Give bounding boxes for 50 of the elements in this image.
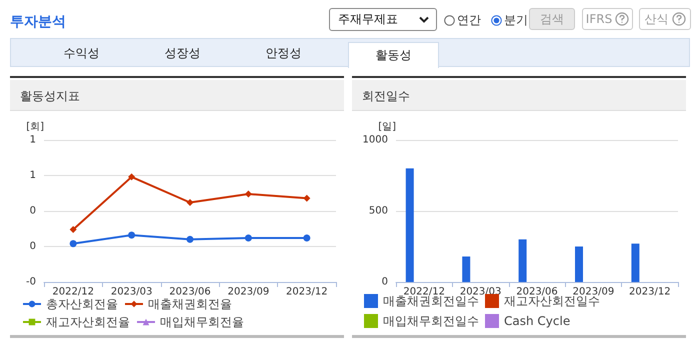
legend-label: 매입채무회전율 [160,315,244,329]
point [70,240,77,248]
x-tick-label: 2023/03 [110,286,152,298]
legend-label: 재고자산회전율 [46,315,130,329]
text: IFRS [586,12,612,26]
y-axis-title: [일] [378,122,396,132]
legend-label: 총자산회전율 [46,297,118,311]
bar [462,256,470,282]
text: 검색 [529,8,575,30]
text: 성장성 [164,44,202,62]
text: 산식 [644,10,668,28]
y-tick-label: 500 [368,206,388,216]
point [186,236,194,243]
x-tick-label: 2023/09 [228,286,270,298]
text: 수익성 [62,44,100,62]
chart-title: 활동성지표 [20,88,80,105]
y-tick-label: 1000 [362,134,388,146]
y-tick-label: 0 [382,276,388,288]
point [244,234,252,242]
y-axis-title: [회] [26,122,44,132]
text: 활동성 [348,42,439,68]
bar [406,168,414,282]
x-tick-label: 2023/06 [169,286,211,298]
bar [631,244,640,282]
x-tick-label: 2023/12 [286,286,328,298]
chart-title: 회전일수 [362,88,410,105]
y-tick-label: -0 [26,276,36,288]
point [128,173,136,180]
x-tick-label: 2022/12 [52,286,94,298]
x-tick-label: 2023/12 [629,286,671,298]
point [70,226,77,233]
text: 투자분석 [10,13,66,31]
point [244,190,252,198]
bar [575,246,583,282]
legend-label: 매입채무회전일수 [383,314,479,328]
text: 주재무제표 [338,11,398,28]
point [186,198,194,206]
legend-label: Cash Cycle [504,314,570,328]
point [128,232,136,239]
point [303,194,310,202]
legend-label: 매출채권회전율 [148,297,232,311]
text: 안정성 [264,44,302,62]
point [303,234,310,242]
bar [518,239,527,282]
y-tick-label: 1 [30,170,36,181]
y-tick-label: 0 [30,241,36,252]
y-tick-label: 0 [30,206,36,216]
y-tick-label: 1 [30,134,36,146]
text: 분기 [504,12,528,29]
text: 연간 [457,12,481,29]
